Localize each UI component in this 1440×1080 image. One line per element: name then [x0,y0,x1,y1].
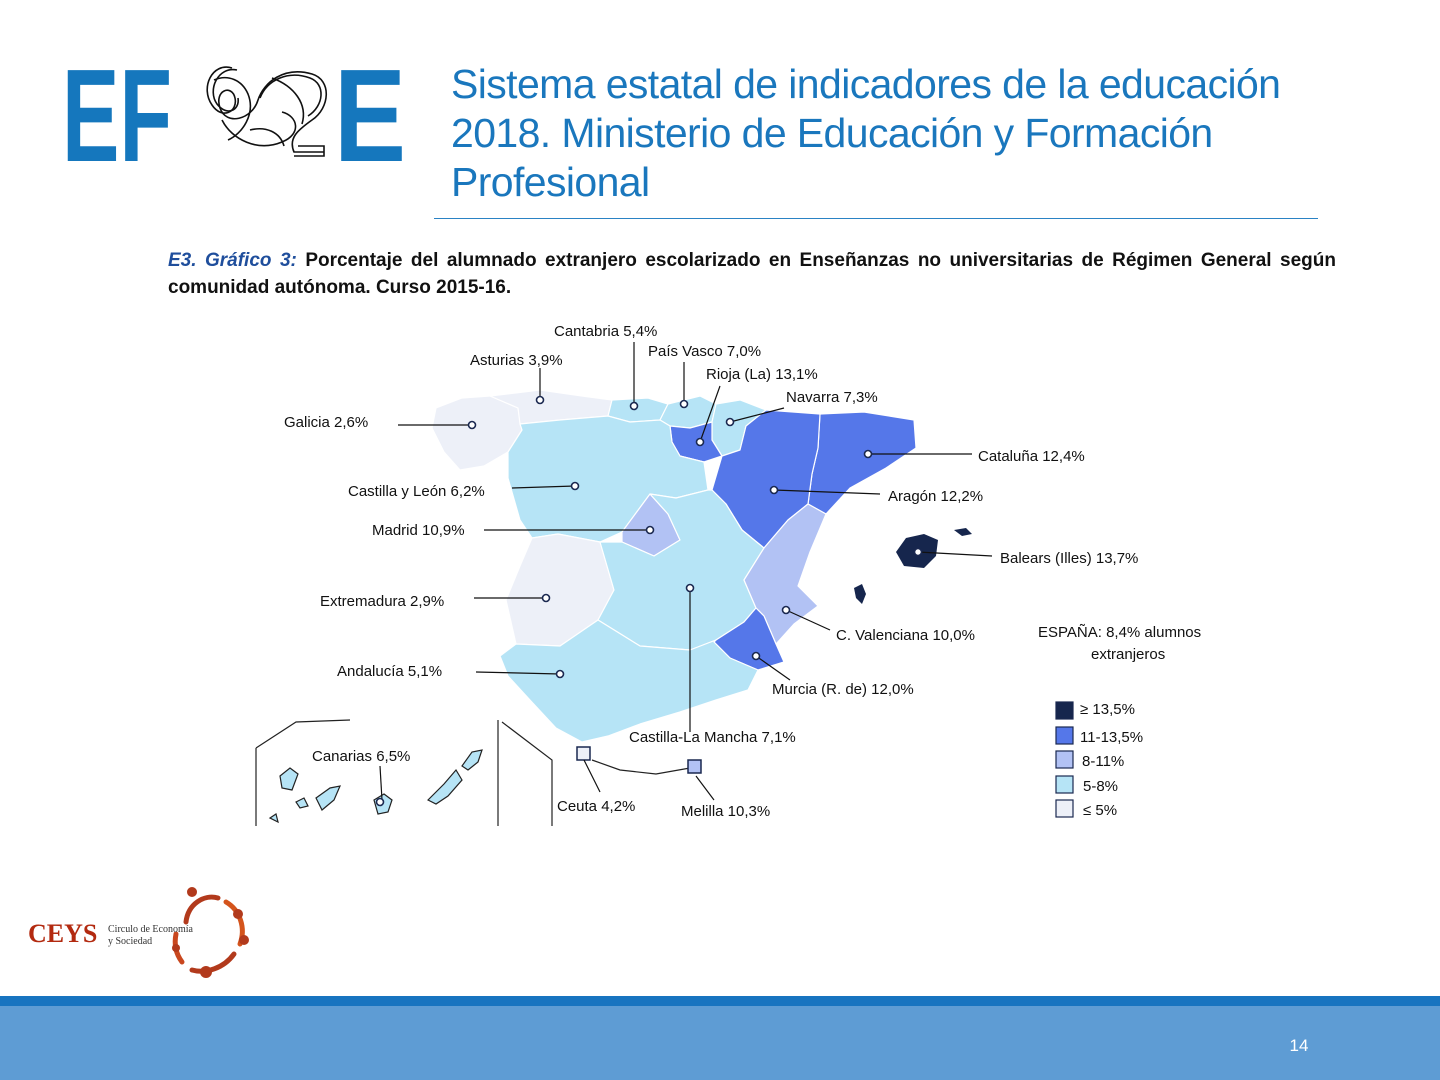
label-cataluna: Cataluña 12,4% [978,448,1085,465]
label-rioja: Rioja (La) 13,1% [706,366,818,383]
marker-rioja [695,437,705,447]
page-number: 14 [1289,1036,1309,1055]
marker-extremadura [541,593,551,603]
spain-choropleth-map: Galicia 2,6% Asturias 3,9% Cantabria 5,4… [250,318,1250,830]
marker-aragon [769,485,779,495]
label-melilla: Melilla 10,3% [681,803,770,820]
marker-cataluna [863,449,873,459]
marker-madrid [645,525,655,535]
svg-text:EF: EF [62,60,172,166]
marker-cantabria [629,401,639,411]
label-murcia: Murcia (R. de) 12,0% [772,681,914,698]
label-andalucia: Andalucía 5,1% [337,663,442,680]
slide-title: Sistema estatal de indicadores de la edu… [451,61,1281,205]
marker-murcia [751,651,761,661]
marker-valenciana [781,605,791,615]
national-note-line2: extranjeros [1091,646,1165,663]
label-valenciana: C. Valenciana 10,0% [836,627,975,644]
label-castilla-leon: Castilla y León 6,2% [348,483,485,500]
ceys-logo: CEYS Circulo de Economía y Sociedad [26,884,251,984]
chart-caption: E3. Gráfico 3: Porcentaje del alumnado e… [168,247,1336,301]
region-melilla [687,759,702,774]
label-asturias: Asturias 3,9% [470,352,563,369]
legend-swatch [1055,750,1074,769]
marker-castilla-leon [570,481,580,491]
legend-label: ≥ 13,5% [1080,701,1135,718]
label-castilla-la-mancha: Castilla-La Mancha 7,1% [629,729,796,746]
marker-andalucia [555,669,565,679]
label-ceuta: Ceuta 4,2% [557,798,635,815]
ceys-subtitle-line2: y Sociedad [108,936,152,947]
title-divider [434,218,1318,219]
legend-label: 11-13,5% [1080,729,1143,746]
region-ceuta [576,746,591,761]
marker-galicia [467,420,477,430]
legend-swatch [1055,726,1074,745]
region-valenciana [743,503,827,645]
legend-swatch [1055,701,1074,720]
national-note-line1: ESPAÑA: 8,4% alumnos [1038,624,1201,641]
label-extremadura: Extremadura 2,9% [320,593,444,610]
legend-label: 8-11% [1082,753,1124,770]
legend-swatch [1055,799,1074,818]
chart-caption-ref: E3. Gráfico 3: [168,250,297,271]
marker-canarias [375,797,385,807]
marker-navarra [725,417,735,427]
efse-logo: EF E [62,60,407,166]
label-pais-vasco: País Vasco 7,0% [648,343,761,360]
legend-label: 5-8% [1083,778,1118,795]
ceys-name: CEYS [28,919,97,948]
map-legend: ≥ 13,5% 11-13,5% 8-11% 5-8% ≤ 5% [1055,701,1143,819]
ceys-subtitle-line1: Circulo de Economía [108,924,194,935]
label-madrid: Madrid 10,9% [372,522,465,539]
footer-rule [0,996,1440,1006]
marker-castilla-la-mancha [685,583,695,593]
region-baleares [854,528,972,604]
marker-baleares [913,547,923,557]
label-baleares: Balears (Illes) 13,7% [1000,550,1138,567]
region-andalucia [499,619,759,743]
label-cantabria: Cantabria 5,4% [554,323,657,340]
label-galicia: Galicia 2,6% [284,414,368,431]
legend-swatch [1055,775,1074,794]
svg-text:E: E [334,60,406,166]
region-canarias [268,749,483,824]
marker-pais-vasco [679,399,689,409]
legend-label: ≤ 5% [1083,802,1117,819]
label-aragon: Aragón 12,2% [888,488,983,505]
chart-caption-text: Porcentaje del alumnado extranjero escol… [168,250,1336,298]
marker-asturias [535,395,545,405]
footer-band [0,1006,1440,1080]
label-navarra: Navarra 7,3% [786,389,878,406]
label-canarias: Canarias 6,5% [312,748,410,765]
